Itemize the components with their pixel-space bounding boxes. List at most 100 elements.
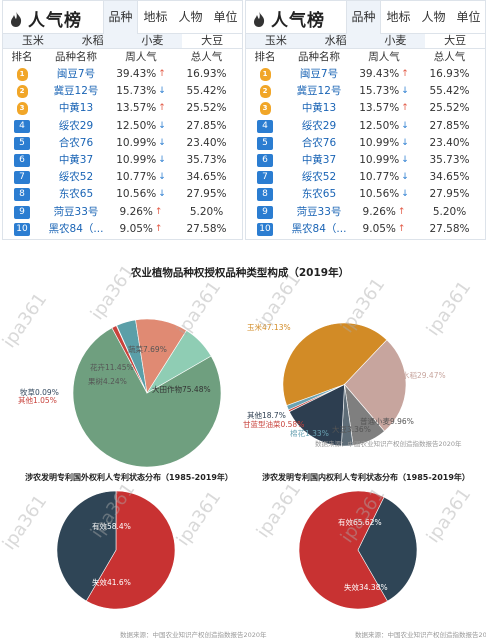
variety-name-link[interactable]: 中黄13 bbox=[301, 102, 337, 115]
pie-slice bbox=[344, 339, 407, 432]
tab-person[interactable]: 人物 bbox=[178, 10, 203, 24]
total-popularity: 34.65% bbox=[186, 171, 227, 184]
subtab-rice[interactable]: 水稻 bbox=[324, 34, 347, 47]
rank-cell: 8 bbox=[3, 186, 41, 203]
variety-name-link[interactable]: 东农65 bbox=[301, 188, 337, 201]
table-row[interactable]: 9 菏豆33号 9.26% ↑ 5.20% bbox=[3, 204, 242, 221]
table-row[interactable]: 4 绥农29 12.50% ↓ 27.85% bbox=[3, 118, 242, 135]
tab-landmark[interactable]: 地标 bbox=[386, 10, 411, 24]
tab-variety[interactable]: 品种 bbox=[346, 1, 381, 34]
total-popularity: 34.65% bbox=[429, 171, 470, 184]
variety-name-link[interactable]: 黑农84（... bbox=[291, 222, 347, 235]
table-row[interactable]: 8 东农65 10.56% ↓ 27.95% bbox=[3, 186, 242, 203]
chart3-source: 数据来源：中国农业知识产权创造指数报告2020年 bbox=[120, 631, 267, 639]
trend-down-icon: ↓ bbox=[401, 155, 409, 166]
week-value: 9.26% bbox=[362, 205, 396, 218]
chart3-pie bbox=[56, 490, 176, 610]
chart3-label-valid: 有效58.4% bbox=[92, 522, 131, 531]
subtab-wheat[interactable]: 小麦 bbox=[141, 34, 164, 47]
rank-badge: 5 bbox=[257, 136, 273, 150]
table-row[interactable]: 7 绥农52 10.77% ↓ 34.65% bbox=[246, 169, 485, 186]
week-popularity: 15.73% ↓ bbox=[111, 83, 171, 100]
logo-text: 人气榜 bbox=[271, 11, 325, 31]
variety-name-link[interactable]: 冀豆12号 bbox=[53, 85, 99, 98]
header-rank: 排名 bbox=[254, 51, 276, 63]
table-row[interactable]: 1 闽豆7号 39.43% ↑ 16.93% bbox=[3, 66, 242, 83]
ranking-rows: 1 闽豆7号 39.43% ↑ 16.93% 2 冀豆12号 15.73% ↓ 55.42% 3 中黄… bbox=[3, 66, 242, 238]
table-row[interactable]: 10 黑农84（... 9.05% ↑ 27.58% bbox=[3, 221, 242, 238]
flame-icon bbox=[254, 10, 265, 27]
variety-name-link[interactable]: 菏豆33号 bbox=[296, 205, 342, 218]
week-value: 39.43% bbox=[116, 68, 157, 81]
pie-slice bbox=[298, 490, 388, 610]
variety-name-link[interactable]: 中黄37 bbox=[301, 153, 337, 166]
variety-name-link[interactable]: 合农76 bbox=[301, 136, 337, 149]
subtab-corn[interactable]: 玉米 bbox=[264, 34, 287, 47]
tab-unit[interactable]: 单位 bbox=[456, 10, 481, 24]
table-row[interactable]: 6 中黄37 10.99% ↓ 35.73% bbox=[3, 152, 242, 169]
chart2-label-rice: 水稻29.47% bbox=[402, 371, 446, 380]
week-popularity: 10.99% ↓ bbox=[111, 135, 171, 152]
trend-down-icon: ↓ bbox=[158, 120, 166, 131]
medal-icon: 3 bbox=[259, 102, 271, 116]
table-header: 排名 品种名称 周人气 总人气 bbox=[246, 49, 485, 66]
table-row[interactable]: 6 中黄37 10.99% ↓ 35.73% bbox=[246, 152, 485, 169]
tab-landmark[interactable]: 地标 bbox=[143, 10, 168, 24]
table-row[interactable]: 3 中黄13 13.57% ↑ 25.52% bbox=[246, 100, 485, 117]
subtab-corn[interactable]: 玉米 bbox=[21, 34, 44, 47]
chart3-title: 涉农发明专利国外权利人专利状态分布（1985-2019年） bbox=[25, 473, 233, 482]
trend-up-icon: ↑ bbox=[397, 206, 406, 217]
subtab-soybean[interactable]: 大豆 bbox=[425, 34, 485, 48]
table-row[interactable]: 5 合农76 10.99% ↓ 23.40% bbox=[246, 135, 485, 152]
tab-person[interactable]: 人物 bbox=[421, 10, 446, 24]
table-row[interactable]: 9 菏豆33号 9.26% ↑ 5.20% bbox=[246, 204, 485, 221]
trend-down-icon: ↓ bbox=[158, 172, 166, 183]
variety-name-link[interactable]: 绥农52 bbox=[58, 171, 94, 184]
chart1-pie bbox=[72, 318, 222, 468]
variety-name-link[interactable]: 东农65 bbox=[58, 188, 94, 201]
chart2-label-wheat: 普通小麦9.96% bbox=[360, 417, 414, 426]
total-popularity: 27.85% bbox=[186, 119, 227, 132]
week-value: 39.43% bbox=[359, 68, 400, 81]
variety-name-link[interactable]: 闽豆7号 bbox=[56, 68, 96, 80]
table-row[interactable]: 4 绥农29 12.50% ↓ 27.85% bbox=[246, 118, 485, 135]
total-popularity: 25.52% bbox=[186, 102, 227, 115]
week-value: 12.50% bbox=[116, 119, 157, 132]
table-row[interactable]: 2 冀豆12号 15.73% ↓ 55.42% bbox=[3, 83, 242, 100]
trend-down-icon: ↓ bbox=[158, 86, 166, 97]
table-row[interactable]: 8 东农65 10.56% ↓ 27.95% bbox=[246, 186, 485, 203]
chart2-label-other: 其他18.7% bbox=[247, 411, 286, 420]
table-row[interactable]: 7 绥农52 10.77% ↓ 34.65% bbox=[3, 169, 242, 186]
variety-name-link[interactable]: 冀豆12号 bbox=[296, 85, 342, 98]
watermark: ipa361 bbox=[172, 487, 226, 550]
subtab-soybean[interactable]: 大豆 bbox=[182, 34, 242, 48]
variety-name-link[interactable]: 绥农29 bbox=[58, 119, 94, 132]
table-row[interactable]: 1 闽豆7号 39.43% ↑ 16.93% bbox=[246, 66, 485, 83]
variety-name-link[interactable]: 合农76 bbox=[58, 136, 94, 149]
rank-badge: 10 bbox=[257, 222, 273, 236]
header-week: 周人气 bbox=[368, 51, 400, 63]
variety-name-link[interactable]: 黑农84（... bbox=[48, 222, 104, 235]
subtab-rice[interactable]: 水稻 bbox=[81, 34, 104, 47]
week-value: 10.99% bbox=[116, 136, 157, 149]
tab-unit[interactable]: 单位 bbox=[213, 10, 238, 24]
table-row[interactable]: 2 冀豆12号 15.73% ↓ 55.42% bbox=[246, 83, 485, 100]
variety-name-link[interactable]: 菏豆33号 bbox=[53, 205, 99, 218]
chart2-label-cotton: 棉花1.33% bbox=[290, 429, 329, 438]
table-row[interactable]: 5 合农76 10.99% ↓ 23.40% bbox=[3, 135, 242, 152]
variety-name-link[interactable]: 绥农52 bbox=[301, 171, 337, 184]
medal-icon: 1 bbox=[259, 68, 271, 82]
table-row[interactable]: 3 中黄13 13.57% ↑ 25.52% bbox=[3, 100, 242, 117]
variety-name-link[interactable]: 中黄37 bbox=[58, 153, 94, 166]
rank-cell: 1 bbox=[3, 66, 41, 83]
table-row[interactable]: 10 黑农84（... 9.05% ↑ 27.58% bbox=[246, 221, 485, 238]
tab-variety[interactable]: 品种 bbox=[103, 1, 138, 34]
variety-name-link[interactable]: 中黄13 bbox=[58, 102, 94, 115]
week-popularity: 10.56% ↓ bbox=[111, 186, 171, 203]
variety-name-link[interactable]: 闽豆7号 bbox=[299, 68, 339, 80]
subtab-wheat[interactable]: 小麦 bbox=[384, 34, 407, 47]
medal-icon: 1 bbox=[16, 68, 28, 82]
header-total: 总人气 bbox=[433, 51, 466, 63]
week-popularity: 13.57% ↑ bbox=[354, 100, 414, 117]
variety-name-link[interactable]: 绥农29 bbox=[301, 119, 337, 132]
